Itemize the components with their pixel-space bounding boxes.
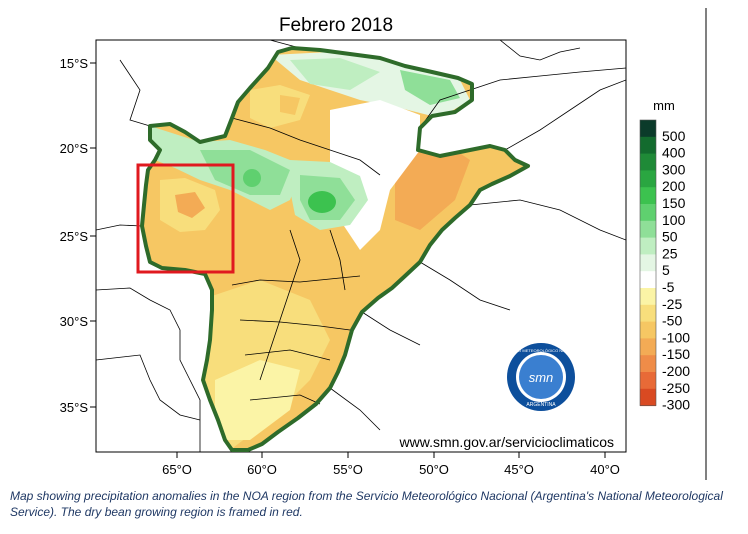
legend-label: -250 (662, 380, 690, 396)
legend-label: 200 (662, 178, 686, 194)
legend-swatch (640, 136, 656, 155)
legend-swatch (640, 120, 656, 138)
legend-label: 300 (662, 161, 686, 177)
legend-swatch (640, 271, 656, 289)
legend-label: 50 (662, 229, 678, 245)
lon-tick-label: 40°O (590, 462, 620, 477)
legend-label: 400 (662, 145, 686, 161)
legend-swatch (640, 187, 656, 205)
legend-swatch (640, 237, 656, 255)
legend-swatch (640, 220, 656, 239)
lat-tick-label: 30°S (60, 314, 89, 329)
lon-tick-label: 60°O (247, 462, 277, 477)
lon-tick-label: 50°O (419, 462, 449, 477)
legend-swatch (640, 338, 656, 356)
logo-ring-bottom: ARGENTINA (526, 402, 556, 408)
legend-label: -200 (662, 363, 690, 379)
lat-tick-label: 35°S (60, 400, 89, 415)
legend-swatch (640, 153, 656, 171)
legend-unit: mm (653, 98, 675, 113)
legend-label: -300 (662, 397, 690, 413)
lat-tick-label: 15°S (60, 56, 89, 71)
logo-center-text: smn (529, 370, 554, 385)
legend-swatch (640, 321, 656, 339)
lon-tick-label: 45°O (504, 462, 534, 477)
legend-swatch (640, 254, 656, 272)
legend-label: 5 (662, 262, 670, 278)
legend-swatch (640, 288, 656, 306)
legend-swatch (640, 204, 656, 222)
legend-label: 500 (662, 128, 686, 144)
logo-ring-top: SERVICIO METEOROLÓGICO NACIONAL (502, 348, 580, 353)
longitude-axis: 65°O 60°O 55°O 50°O 45°O 40°O (162, 452, 620, 477)
lat-tick-label: 25°S (60, 229, 89, 244)
legend-label: -5 (662, 279, 675, 295)
figure-caption: Map showing precipitation anomalies in t… (10, 489, 723, 519)
legend-swatch (640, 372, 656, 390)
map-title: Febrero 2018 (279, 15, 393, 36)
legend-label: 25 (662, 245, 678, 261)
website-label: www.smn.gov.ar/servicioclimaticos (399, 434, 614, 450)
legend-swatch (640, 170, 656, 188)
legend-border (639, 119, 657, 406)
legend-label: -150 (662, 346, 690, 362)
latitude-axis: 15°S 20°S 25°S 30°S 35°S (60, 56, 96, 415)
legend-swatch (640, 388, 656, 407)
lat-tick-label: 20°S (60, 141, 89, 156)
legend-label: -50 (662, 313, 682, 329)
legend-label: -25 (662, 296, 682, 312)
legend: mm 50040030020015010050255-5-25-50-100-1… (639, 98, 690, 413)
legend-swatch (640, 355, 656, 373)
dry-bean-region-frame (136, 163, 235, 274)
smn-logo: smn SERVICIO METEOROLÓGICO NACIONAL ARGE… (502, 343, 581, 411)
legend-label: 150 (662, 195, 686, 211)
legend-label: -100 (662, 329, 690, 345)
legend-swatch (640, 304, 656, 323)
legend-label: 100 (662, 212, 686, 228)
lon-tick-label: 55°O (333, 462, 363, 477)
lon-tick-label: 65°O (162, 462, 192, 477)
